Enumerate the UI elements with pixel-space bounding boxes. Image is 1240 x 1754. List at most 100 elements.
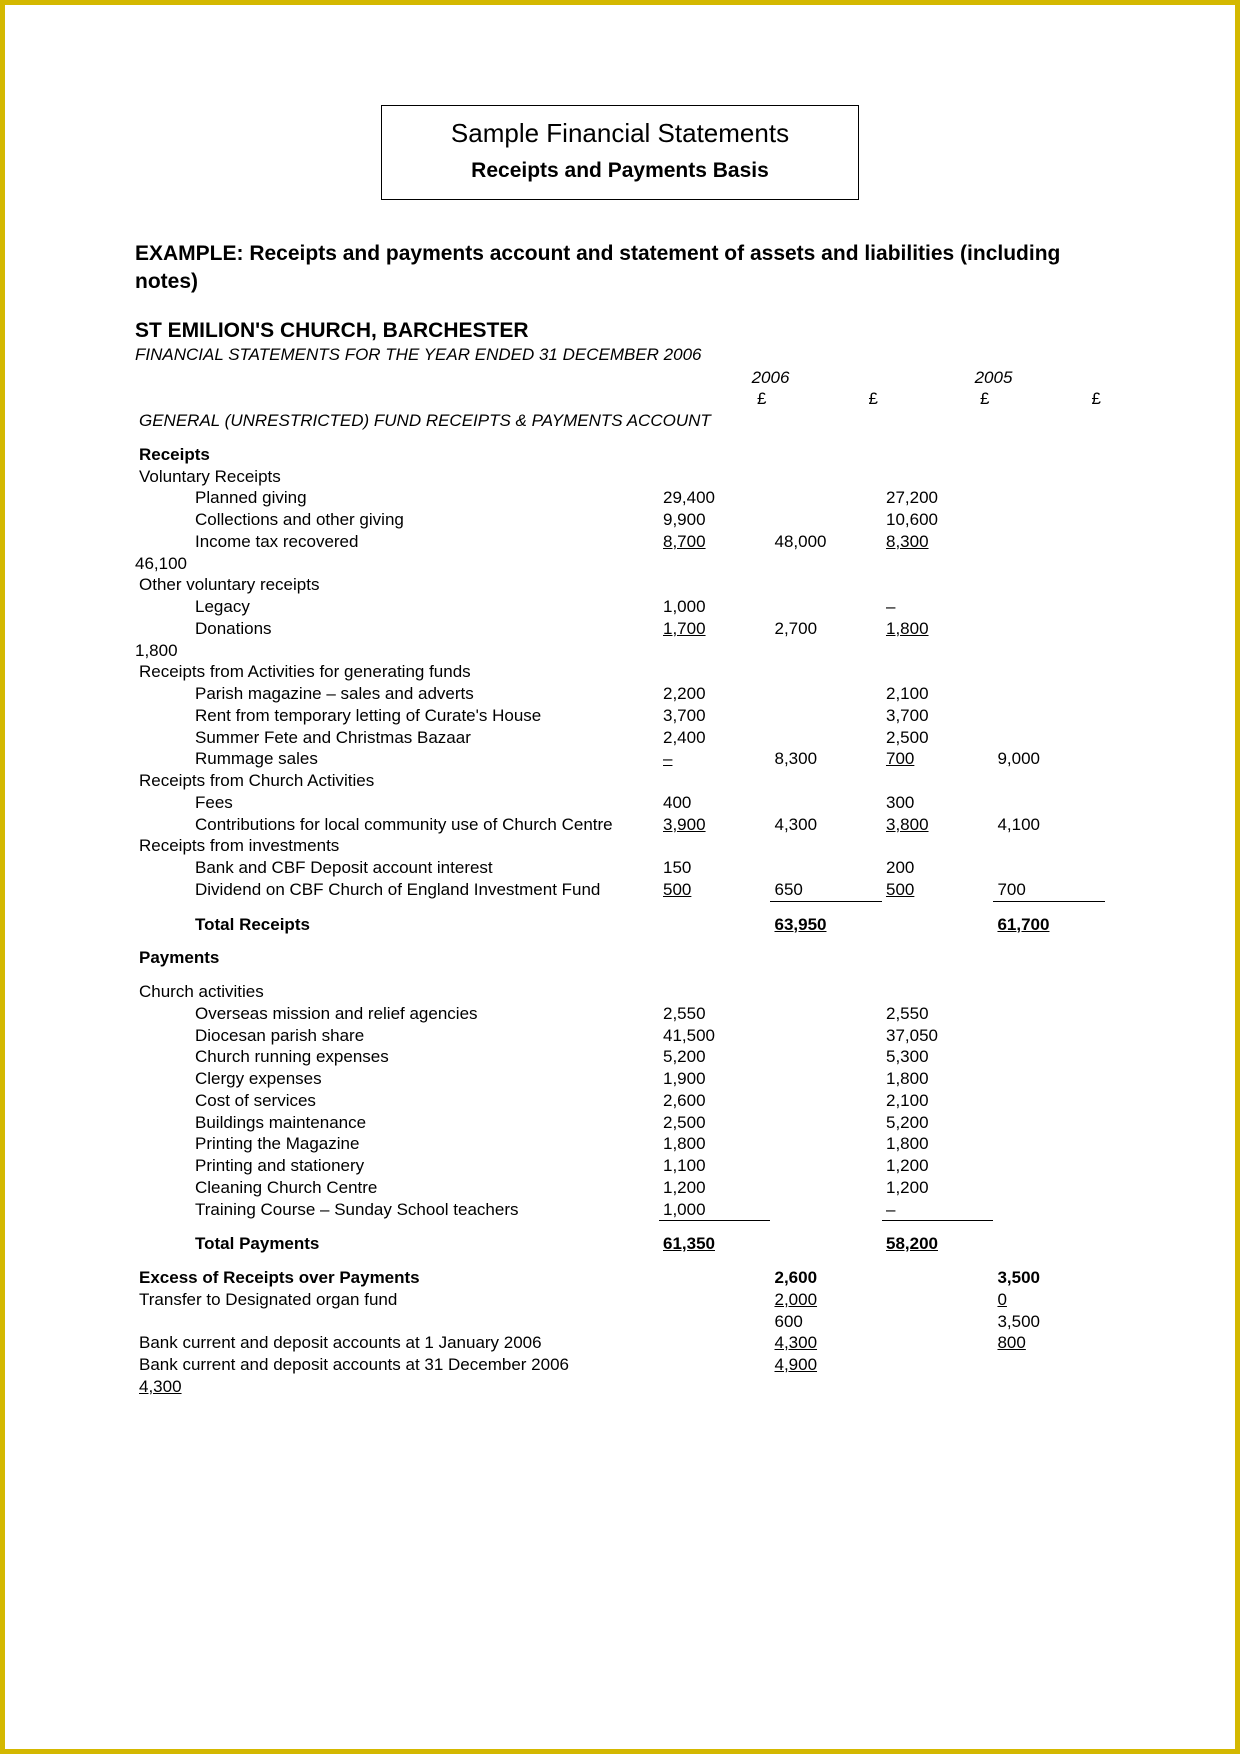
value-cell: 700 <box>882 748 993 770</box>
year-header-row: 2006 2005 <box>135 367 1105 389</box>
row-label: Parish magazine – sales and adverts <box>135 683 659 705</box>
table-row: Parish magazine – sales and adverts 2,20… <box>135 683 1105 705</box>
table-row: Dividend on CBF Church of England Invest… <box>135 879 1105 901</box>
value-cell: 2,550 <box>659 1003 770 1025</box>
payments-heading: Payments <box>135 947 1105 969</box>
table-row: Training Course – Sunday School teachers… <box>135 1199 1105 1221</box>
row-label: Excess of Receipts over Payments <box>135 1267 659 1289</box>
row-label: Rummage sales <box>135 748 659 770</box>
wrap-value: 4,300 <box>135 1376 1105 1398</box>
table-row: Overseas mission and relief agencies2,55… <box>135 1003 1105 1025</box>
investments-heading: Receipts from investments <box>135 835 1105 857</box>
value-cell: 4,300 <box>770 1332 882 1354</box>
row-label: Cleaning Church Centre <box>135 1177 659 1199</box>
example-heading: EXAMPLE: Receipts and payments account a… <box>135 240 1105 297</box>
value-cell: 500 <box>659 879 770 901</box>
value-cell: 0 <box>993 1289 1105 1311</box>
value-cell: 2,600 <box>770 1267 882 1289</box>
total-payments-row: Total Payments 61,350 58,200 <box>135 1233 1105 1255</box>
table-row: Rent from temporary letting of Curate's … <box>135 705 1105 727</box>
value-cell: 650 <box>770 879 882 901</box>
receipts-heading: Receipts <box>135 444 1105 466</box>
value-cell: 2,000 <box>770 1289 882 1311</box>
value-cell: 9,900 <box>659 509 770 531</box>
currency-symbol: £ <box>993 388 1105 410</box>
wrap-value: 46,100 <box>135 553 1105 575</box>
row-label: Training Course – Sunday School teachers <box>135 1199 659 1221</box>
row-label: Total Receipts <box>135 914 659 936</box>
value-cell: 8,300 <box>882 531 993 553</box>
row-label: Clergy expenses <box>135 1068 659 1090</box>
value-cell: 500 <box>882 879 993 901</box>
after-transfer-row: 600 3,500 <box>135 1311 1105 1333</box>
value-cell: 4,300 <box>770 814 882 836</box>
table-row: Summer Fete and Christmas Bazaar 2,400 2… <box>135 727 1105 749</box>
value-cell: 300 <box>882 792 993 814</box>
other-voluntary-heading: Other voluntary receipts <box>135 574 1105 596</box>
value-cell: 800 <box>993 1332 1105 1354</box>
transfer-row: Transfer to Designated organ fund 2,000 … <box>135 1289 1105 1311</box>
value-cell: – <box>882 596 993 618</box>
row-label: Legacy <box>135 596 659 618</box>
value-cell: 2,600 <box>659 1090 770 1112</box>
value-cell: 1,800 <box>882 618 993 640</box>
church-name: ST EMILION'S CHURCH, BARCHESTER <box>135 319 1105 343</box>
title-box: Sample Financial Statements Receipts and… <box>381 105 859 200</box>
financial-table: 2006 2005 £ £ £ £ GENERAL (UNRESTRICTED)… <box>135 367 1105 1398</box>
value-cell: 27,200 <box>882 487 993 509</box>
value-cell: 37,050 <box>882 1025 993 1047</box>
value-cell: 2,500 <box>882 727 993 749</box>
row-label: Printing the Magazine <box>135 1133 659 1155</box>
value-cell: 4,100 <box>993 814 1105 836</box>
row-label: Planned giving <box>135 487 659 509</box>
wrap-value: 1,800 <box>135 640 1105 662</box>
total-receipts-row: Total Receipts 63,950 61,700 <box>135 914 1105 936</box>
value-cell: 58,200 <box>882 1233 993 1255</box>
value-cell: 2,400 <box>659 727 770 749</box>
row-label: Printing and stationery <box>135 1155 659 1177</box>
row-label: Overseas mission and relief agencies <box>135 1003 659 1025</box>
title-line2: Receipts and Payments Basis <box>400 159 840 183</box>
table-row: Buildings maintenance2,5005,200 <box>135 1112 1105 1134</box>
value-cell: 5,200 <box>659 1046 770 1068</box>
value-cell: 200 <box>882 857 993 879</box>
row-label: Diocesan parish share <box>135 1025 659 1047</box>
table-row: Cost of services2,6002,100 <box>135 1090 1105 1112</box>
table-row: Bank and CBF Deposit account interest 15… <box>135 857 1105 879</box>
value-cell: 4,900 <box>770 1354 882 1376</box>
row-label: Bank and CBF Deposit account interest <box>135 857 659 879</box>
row-label: Fees <box>135 792 659 814</box>
table-row: Church running expenses5,2005,300 <box>135 1046 1105 1068</box>
value-cell: 8,300 <box>770 748 882 770</box>
value-cell: 3,900 <box>659 814 770 836</box>
bank-close-row: Bank current and deposit accounts at 31 … <box>135 1354 1105 1376</box>
value-cell: 2,100 <box>882 683 993 705</box>
currency-symbol: £ <box>770 388 882 410</box>
table-row: Planned giving 29,400 27,200 <box>135 487 1105 509</box>
currency-symbol: £ <box>659 388 770 410</box>
value-cell: 3,500 <box>993 1267 1105 1289</box>
table-row: Fees 400 300 <box>135 792 1105 814</box>
church-heading: Church activities <box>135 981 1105 1003</box>
value-cell: – <box>659 748 770 770</box>
row-label: Collections and other giving <box>135 509 659 531</box>
value-cell: 1,700 <box>659 618 770 640</box>
table-row: Contributions for local community use of… <box>135 814 1105 836</box>
table-row: Collections and other giving 9,900 10,60… <box>135 509 1105 531</box>
value-cell: 3,700 <box>882 705 993 727</box>
year-2006: 2006 <box>659 367 882 389</box>
value-cell: 1,900 <box>659 1068 770 1090</box>
row-label: Total Payments <box>135 1233 659 1255</box>
table-row: Printing and stationery1,1001,200 <box>135 1155 1105 1177</box>
value-cell: 2,200 <box>659 683 770 705</box>
table-row: Cleaning Church Centre1,2001,200 <box>135 1177 1105 1199</box>
row-label: Transfer to Designated organ fund <box>135 1289 659 1311</box>
value-cell: 63,950 <box>770 914 882 936</box>
row-label: Bank current and deposit accounts at 1 J… <box>135 1332 659 1354</box>
value-cell: 48,000 <box>770 531 882 553</box>
value-cell: 150 <box>659 857 770 879</box>
value-cell: 2,550 <box>882 1003 993 1025</box>
value-cell: 9,000 <box>993 748 1105 770</box>
table-row: Donations 1,700 2,700 1,800 <box>135 618 1105 640</box>
value-cell: 1,800 <box>659 1133 770 1155</box>
